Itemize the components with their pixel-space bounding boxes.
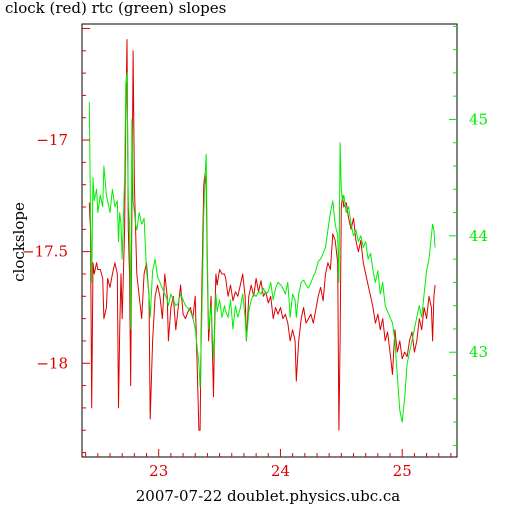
x-tick-label: 23 <box>149 462 168 480</box>
y-right-tick-label: 44 <box>469 227 488 245</box>
y-left-tick-label: −17 <box>36 131 68 149</box>
x-tick-label: 24 <box>271 462 290 480</box>
y-right-tick-label: 43 <box>469 343 488 361</box>
chart-title: clock (red) rtc (green) slopes <box>5 0 227 17</box>
y-left-tick-label: −18 <box>36 354 68 372</box>
plot-frame <box>81 23 458 458</box>
y-left-tick-label: −17.5 <box>22 243 68 261</box>
y-right-tick-label: 45 <box>469 110 488 128</box>
series-line-rtc <box>88 72 436 423</box>
series-line-clock <box>88 39 436 431</box>
y-axis-label: clockslope <box>10 202 28 282</box>
x-axis-label: 2007-07-22 doublet.physics.ubc.ca <box>136 487 401 505</box>
x-tick-label: 25 <box>393 462 412 480</box>
